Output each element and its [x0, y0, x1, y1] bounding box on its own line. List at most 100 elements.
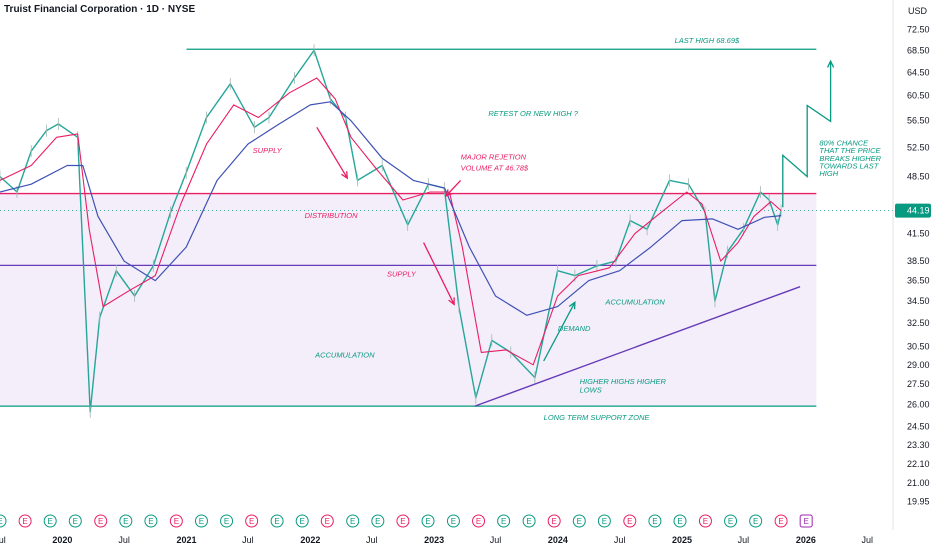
time-tick-label: Jul — [738, 535, 750, 545]
earnings-badge — [94, 514, 108, 528]
earnings-badge-label: E — [224, 517, 229, 526]
annotation-text: DISTRIBUTION — [305, 211, 359, 220]
earnings-badge — [673, 514, 687, 528]
price-tick-label: 38.50 — [907, 256, 930, 266]
time-tick-label: 2022 — [300, 535, 320, 545]
projection-arrow — [782, 61, 832, 208]
supply-arrow-head — [341, 171, 349, 180]
annotation-text: ACCUMULATION — [604, 297, 665, 306]
annotations: LAST HIGH 68.69$ RETEST OR NEW HIGH ? SUPP… — [253, 36, 882, 422]
time-tick-label: Jul — [614, 535, 626, 545]
annotation-text: DEMAND — [558, 324, 591, 333]
earnings-badge — [497, 514, 511, 528]
annotation-text: 80% CHANCE — [819, 139, 869, 148]
demand-arrow — [543, 301, 576, 362]
time-tick-label: 2026 — [796, 535, 816, 545]
earnings-badge-label: E — [652, 517, 657, 526]
earnings-badge — [0, 514, 7, 528]
earnings-badge — [320, 514, 334, 528]
last-price-tag — [895, 203, 931, 218]
time-tick-label: 2025 — [672, 535, 692, 545]
drawings — [316, 59, 835, 407]
earnings-badge — [597, 514, 611, 528]
earnings-badge-label: E — [602, 517, 607, 526]
annotation-text: LONG TERM SUPPORT ZONE — [544, 413, 651, 422]
price-tick-label: 22.10 — [907, 459, 930, 469]
earnings-badge — [472, 514, 486, 528]
earnings-badge — [749, 514, 763, 528]
supply-down-arrow — [423, 242, 455, 305]
earnings-badge — [572, 514, 586, 528]
earnings-badge-label: E — [249, 517, 254, 526]
annotation-text: MAJOR REJETION — [461, 153, 527, 162]
earnings-badge-label: E — [22, 517, 27, 526]
price-tick-label: 24.50 — [907, 421, 930, 431]
earnings-badge — [245, 514, 259, 528]
price-tick-label: 64.50 — [907, 67, 930, 77]
earnings-badge-label: E — [778, 517, 783, 526]
annotation-text: TOWARDS LAST — [819, 161, 879, 170]
future-earnings-badge — [799, 514, 813, 528]
annotation-text: THAT THE PRICE — [819, 146, 881, 155]
earnings-badge-label: E — [350, 517, 355, 526]
price-tick-label: 68.50 — [907, 45, 930, 55]
time-tick-label: Jul — [366, 535, 378, 545]
earnings-badge-label: E — [677, 517, 682, 526]
earnings-badge — [371, 514, 385, 528]
currency-label: USD — [908, 6, 928, 16]
annotation-text: RETEST OR NEW HIGH ? — [488, 109, 578, 118]
series — [0, 44, 782, 418]
time-tick-label: 2023 — [424, 535, 444, 545]
annotation-text: HIGHER HIGHS HIGHER — [580, 377, 667, 386]
earnings-badge — [169, 514, 183, 528]
price-tick-label: 41.50 — [907, 229, 930, 239]
earnings-badge-label: E — [123, 517, 128, 526]
earnings-badge-label: E — [199, 517, 204, 526]
earnings-badge — [68, 514, 82, 528]
time-tick-label: Jul — [490, 535, 502, 545]
earnings-badge — [295, 514, 309, 528]
earnings-badge — [119, 514, 133, 528]
earnings-badge-label: E — [73, 517, 78, 526]
earnings-badge — [220, 514, 234, 528]
earnings-badge — [270, 514, 284, 528]
earnings-badge — [547, 514, 561, 528]
earnings-badge-label: E — [501, 517, 506, 526]
time-tick-label: 2024 — [548, 535, 568, 545]
price-tick-label: 19.95 — [907, 497, 930, 507]
price-tick-label: 34.50 — [907, 296, 930, 306]
trendline — [474, 286, 801, 407]
earnings-badge-label: E — [703, 517, 708, 526]
earnings-badge-label: E — [325, 517, 330, 526]
earnings-badge-label: E — [577, 517, 582, 526]
price-tick-label: 72.50 — [907, 24, 930, 34]
series-line — [0, 101, 782, 316]
earnings-badge — [648, 514, 662, 528]
earnings-badge-label: E — [476, 517, 481, 526]
price-tick-label: 32.50 — [907, 318, 930, 328]
earnings-badge-label: E — [552, 517, 557, 526]
earnings-badge-label: E — [98, 517, 103, 526]
earnings-badge — [522, 514, 536, 528]
earnings-badge-label: E — [451, 517, 456, 526]
price-tick-label: 48.50 — [907, 172, 930, 182]
supply-arrow — [316, 126, 348, 179]
earnings-badge — [774, 514, 788, 528]
price-axis[interactable]: 72.50 68.50 64.50 60.50 56.50 52.50 48.50 44.19… — [895, 24, 931, 507]
time-axis[interactable]: Jul 2020 Jul 2021 Jul 2022 Jul 2023 Jul 2024 Jul 20… — [0, 535, 873, 545]
time-tick-label: Jul — [861, 535, 873, 545]
series-line — [0, 77, 782, 366]
earnings-badge — [396, 514, 410, 528]
annotation-text: LAST HIGH 68.69$ — [675, 36, 740, 45]
earnings-badge — [623, 514, 637, 528]
earnings-badge-label: E — [425, 517, 430, 526]
last-price-label: 44.19 — [907, 206, 930, 216]
price-tick-label: 36.50 — [907, 276, 930, 286]
earnings-badge — [421, 514, 435, 528]
annotation-text: BREAKS HIGHER — [819, 154, 881, 163]
price-tick-label: 30.50 — [907, 341, 930, 351]
levels — [0, 48, 893, 407]
price-tick-label: 21.00 — [907, 478, 930, 488]
annotation-text: VOLUME AT 46.78$ — [461, 164, 529, 173]
